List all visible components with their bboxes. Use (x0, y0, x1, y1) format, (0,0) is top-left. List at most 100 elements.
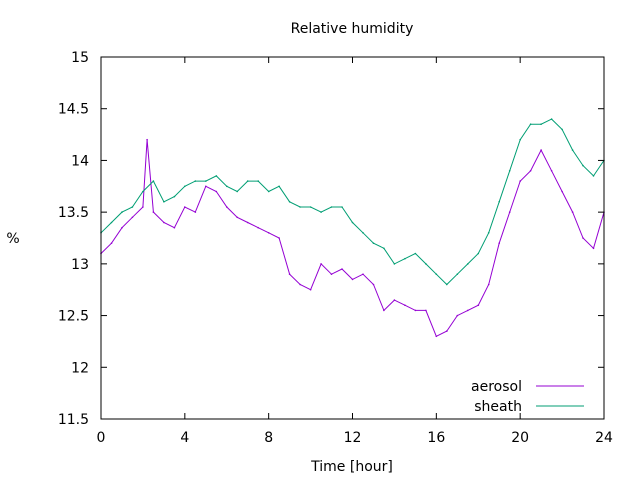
point-aerosol (267, 232, 270, 234)
point-aerosol (163, 221, 165, 224)
series-line-aerosol (100, 139, 605, 337)
point-sheath (571, 149, 574, 151)
point-aerosol (383, 309, 385, 312)
point-aerosol (205, 185, 207, 188)
legend-label-sheath: sheath (474, 399, 522, 415)
point-aerosol (498, 242, 501, 244)
point-aerosol (372, 283, 375, 286)
point-aerosol (351, 278, 354, 281)
point-sheath (163, 201, 165, 203)
point-aerosol (194, 211, 197, 213)
point-aerosol (131, 216, 134, 219)
point-aerosol (215, 190, 218, 193)
point-aerosol (341, 268, 343, 270)
point-sheath (309, 206, 312, 208)
point-aerosol (561, 190, 563, 193)
point-aerosol (550, 170, 553, 172)
point-aerosol (435, 335, 438, 338)
point-aerosol (425, 309, 427, 312)
point-sheath (456, 273, 459, 276)
point-sheath (320, 211, 322, 213)
legend: aerosol sheath (471, 379, 584, 415)
point-sheath (110, 221, 113, 224)
point-aerosol (393, 299, 396, 301)
point-sheath (425, 263, 427, 265)
point-sheath (173, 195, 176, 198)
point-sheath (519, 138, 521, 141)
point-sheath (467, 263, 469, 265)
point-aerosol (142, 206, 144, 208)
point-sheath (278, 185, 280, 188)
point-sheath (414, 252, 417, 255)
point-sheath (477, 252, 480, 255)
point-sheath (487, 232, 490, 234)
point-aerosol (173, 226, 176, 229)
point-aerosol (236, 216, 238, 219)
point-sheath (435, 273, 438, 276)
point-sheath (404, 257, 406, 260)
y-axis-title: % (6, 231, 19, 247)
x-tick-label: 8 (264, 430, 273, 446)
point-aerosol (414, 309, 417, 312)
point-sheath (205, 180, 207, 182)
point-aerosol (362, 273, 364, 276)
point-sheath (582, 164, 584, 167)
point-aerosol (529, 170, 532, 172)
point-aerosol (487, 283, 490, 286)
point-aerosol (309, 288, 312, 291)
point-sheath (257, 180, 260, 182)
point-aerosol (299, 283, 301, 286)
point-sheath (372, 242, 375, 244)
point-sheath (592, 175, 595, 177)
x-tick-label: 0 (97, 430, 106, 446)
point-sheath (550, 118, 553, 120)
point-aerosol (320, 263, 322, 265)
point-aerosol (146, 138, 148, 141)
x-tick-label: 24 (595, 430, 613, 446)
point-sheath (152, 180, 155, 182)
y-tick-label: 13 (71, 257, 89, 273)
x-tick-label: 20 (511, 430, 529, 446)
point-sheath (341, 206, 343, 208)
point-sheath (131, 206, 134, 208)
point-sheath (142, 190, 144, 193)
point-aerosol (278, 237, 280, 239)
point-sheath (121, 211, 123, 213)
x-tick-label: 4 (180, 430, 189, 446)
point-aerosol (152, 211, 155, 213)
point-sheath (330, 206, 333, 208)
point-aerosol (110, 242, 113, 244)
y-tick-label: 12.5 (58, 309, 89, 325)
point-sheath (226, 185, 228, 188)
ticks-layer: 0 4 8 12 16 20 24 11.5 12 12.5 13 13.5 14 14.5 15 (58, 50, 613, 446)
point-aerosol (404, 304, 406, 307)
point-aerosol (592, 247, 595, 250)
chart-title: Relative humidity (291, 21, 414, 37)
y-tick-label: 13.5 (58, 205, 89, 221)
series-layer (100, 118, 605, 338)
point-sheath (383, 247, 385, 250)
point-aerosol (184, 206, 186, 208)
y-tick-label: 14 (71, 153, 89, 169)
point-aerosol (446, 330, 448, 332)
point-aerosol (226, 206, 228, 208)
point-aerosol (519, 180, 521, 182)
point-sheath (446, 283, 448, 286)
point-aerosol (571, 211, 574, 213)
point-sheath (393, 263, 396, 265)
point-sheath (508, 170, 511, 172)
point-sheath (561, 128, 563, 131)
point-aerosol (257, 226, 260, 229)
point-aerosol (582, 237, 584, 239)
x-tick-label: 12 (344, 430, 362, 446)
point-sheath (194, 180, 197, 182)
point-sheath (540, 123, 542, 125)
x-axis-title: Time [hour] (310, 459, 393, 475)
point-sheath (184, 185, 186, 188)
point-sheath (351, 221, 354, 224)
x-tick-label: 16 (427, 430, 445, 446)
point-sheath (529, 123, 532, 125)
point-sheath (267, 190, 270, 193)
point-aerosol (508, 211, 511, 213)
